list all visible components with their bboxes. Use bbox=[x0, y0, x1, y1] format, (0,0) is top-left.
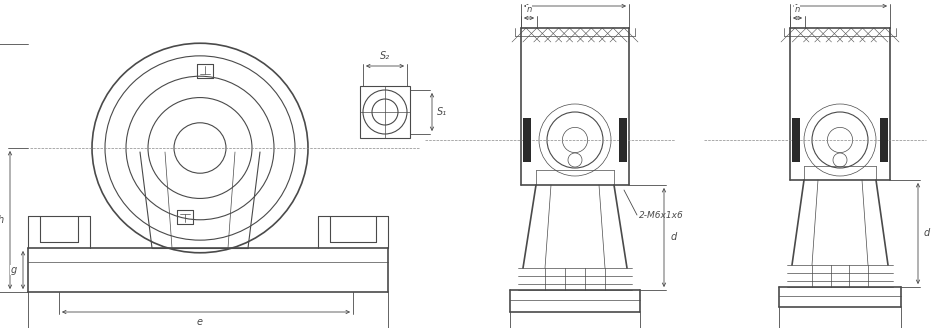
Text: 2-M6x1x6: 2-M6x1x6 bbox=[639, 211, 684, 219]
Text: d: d bbox=[924, 228, 930, 238]
Text: S₁: S₁ bbox=[437, 107, 447, 117]
Text: g: g bbox=[11, 265, 17, 275]
Bar bbox=[619, 118, 627, 162]
Text: e: e bbox=[197, 317, 203, 327]
Text: d: d bbox=[670, 232, 677, 242]
Bar bbox=[792, 118, 800, 162]
Text: B₁: B₁ bbox=[835, 0, 845, 1]
Bar bbox=[880, 118, 888, 162]
Text: n: n bbox=[794, 6, 800, 14]
Text: n: n bbox=[526, 6, 532, 14]
Text: S₂: S₂ bbox=[380, 51, 390, 61]
Text: h: h bbox=[0, 215, 4, 225]
Text: B: B bbox=[571, 0, 578, 1]
Bar bbox=[360, 86, 410, 138]
Bar bbox=[523, 118, 531, 162]
